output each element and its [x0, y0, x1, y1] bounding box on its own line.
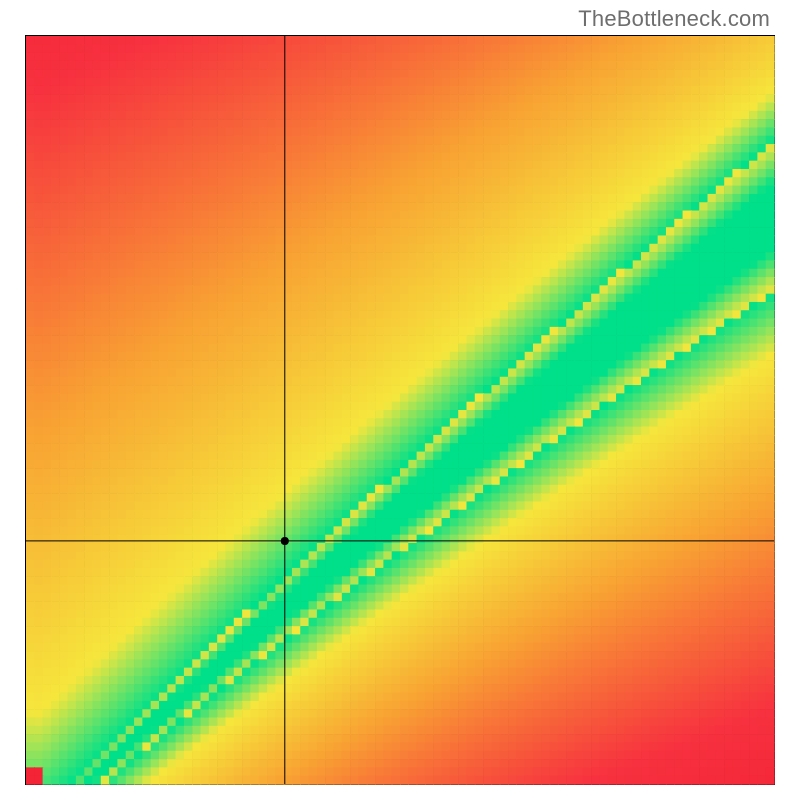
- bottleneck-heatmap: [25, 35, 775, 785]
- chart-container: TheBottleneck.com: [0, 0, 800, 800]
- watermark-text: TheBottleneck.com: [578, 6, 770, 32]
